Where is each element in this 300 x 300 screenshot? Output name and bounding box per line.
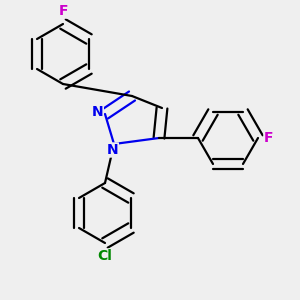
Text: Cl: Cl bbox=[98, 249, 112, 263]
Text: N: N bbox=[107, 143, 118, 157]
Text: F: F bbox=[58, 4, 68, 18]
Text: F: F bbox=[264, 131, 274, 145]
Text: N: N bbox=[92, 106, 103, 119]
